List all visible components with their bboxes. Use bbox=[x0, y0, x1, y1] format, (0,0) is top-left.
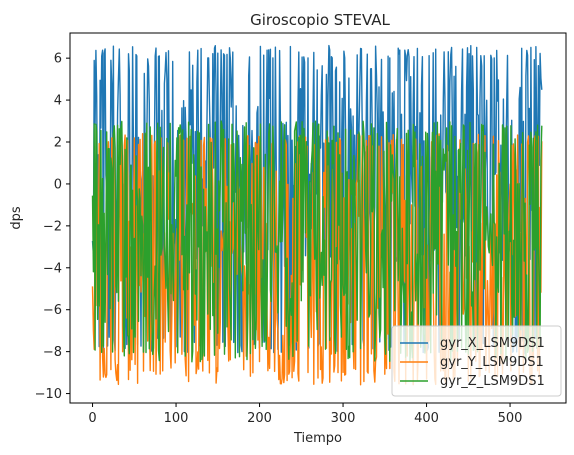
x-tick-label: 200 bbox=[247, 411, 272, 426]
x-tick-label: 100 bbox=[164, 411, 189, 426]
y-axis: −10 −8 −6 −4 −2 0 2 4 6 bbox=[35, 52, 70, 402]
x-tick-label: 400 bbox=[414, 411, 439, 426]
x-tick-label: 0 bbox=[88, 411, 96, 426]
y-tick-label: 2 bbox=[54, 136, 62, 151]
legend-label-z: gyr_Z_LSM9DS1 bbox=[440, 374, 545, 389]
y-tick-label: −4 bbox=[43, 261, 62, 276]
chart-title: Giroscopio STEVAL bbox=[250, 11, 390, 29]
y-tick-label: 0 bbox=[54, 177, 62, 192]
y-tick-label: −8 bbox=[43, 345, 62, 360]
legend-label-x: gyr_X_LSM9DS1 bbox=[440, 336, 545, 351]
y-tick-label: 6 bbox=[54, 52, 62, 67]
x-tick-label: 300 bbox=[331, 411, 356, 426]
y-tick-label: −10 bbox=[35, 387, 62, 402]
y-tick-label: 4 bbox=[54, 94, 62, 109]
plot-frame bbox=[69, 32, 567, 404]
y-tick-label: −6 bbox=[43, 303, 62, 318]
legend-label-y: gyr_Y_LSM9DS1 bbox=[440, 355, 544, 370]
y-axis-label: dps bbox=[9, 206, 24, 230]
series-line-gyr_Z_LSM9DS1 bbox=[91, 120, 543, 363]
x-axis-label: Tiempo bbox=[293, 431, 342, 446]
y-tick-label: −2 bbox=[43, 219, 62, 234]
x-axis: 0 100 200 300 400 500 bbox=[88, 403, 522, 426]
legend: gyr_X_LSM9DS1 gyr_Y_LSM9DS1 gyr_Z_LSM9DS… bbox=[391, 325, 562, 397]
plot-lines bbox=[91, 44, 543, 386]
x-tick-label: 500 bbox=[498, 411, 523, 426]
legend-box bbox=[391, 325, 562, 397]
